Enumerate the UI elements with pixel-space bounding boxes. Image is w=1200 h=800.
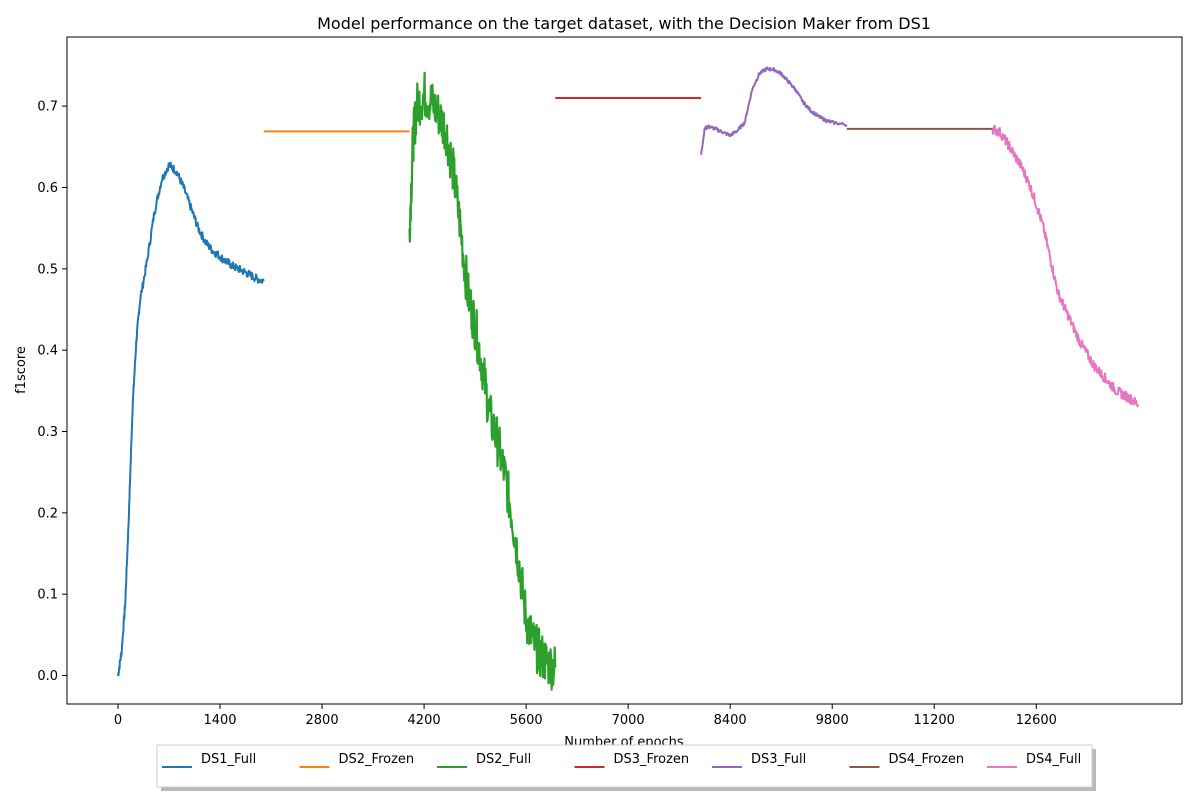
y-axis: 0.0 0.1 0.2 0.3 0.4 0.5 0.6 0.7 xyxy=(37,100,67,684)
plot-series-group xyxy=(117,66,1140,691)
x-tick-label: 12600 xyxy=(1016,713,1057,728)
y-tick-label: 0.2 xyxy=(37,506,58,521)
legend-label-ds4-full: DS4_Full xyxy=(1026,752,1081,767)
x-tick-label: 2800 xyxy=(306,713,339,728)
series-line-ds1-full xyxy=(117,161,265,677)
y-tick-label: 0.4 xyxy=(37,344,58,359)
y-tick-label: 0.6 xyxy=(37,181,58,196)
y-tick-label: 0.0 xyxy=(37,669,58,684)
legend-label-ds2-full: DS2_Full xyxy=(476,752,531,767)
legend-label-ds3-frozen: DS3_Frozen xyxy=(614,752,690,767)
x-tick-label: 5600 xyxy=(510,713,543,728)
legend: DS1_Full DS2_Frozen DS2_Full DS3_Frozen DS3_… xyxy=(156,744,1096,791)
legend-label-ds2-frozen: DS2_Frozen xyxy=(339,752,415,767)
legend-items: DS1_Full DS2_Frozen DS2_Full DS3_Frozen DS3_… xyxy=(162,752,1081,768)
plot-area-frame xyxy=(66,36,1183,705)
legend-label-ds4-frozen: DS4_Frozen xyxy=(889,752,965,767)
legend-label-ds3-full: DS3_Full xyxy=(751,752,806,767)
x-tick-label: 4200 xyxy=(408,713,441,728)
x-tick-label: 9800 xyxy=(816,713,849,728)
y-tick-label: 0.3 xyxy=(37,425,58,440)
x-tick-label: 0 xyxy=(114,713,122,728)
x-tick-label: 11200 xyxy=(914,713,955,728)
y-tick-label: 0.5 xyxy=(37,262,58,277)
series-line-ds3-full xyxy=(700,66,848,155)
series-line-ds2-full xyxy=(408,71,557,691)
x-tick-label: 1400 xyxy=(203,713,236,728)
y-tick-label: 0.7 xyxy=(37,100,58,115)
y-tick-label: 0.1 xyxy=(37,588,58,603)
chart-title: Model performance on the target dataset,… xyxy=(317,14,931,33)
series-line-ds4-full xyxy=(991,124,1140,408)
x-tick-label: 8400 xyxy=(714,713,747,728)
legend-label-ds1-full: DS1_Full xyxy=(201,752,256,767)
x-axis: 0 1400 2800 4200 5600 7000 8400 9800 11200 12600 xyxy=(114,704,1057,728)
x-tick-label: 7000 xyxy=(612,713,645,728)
y-axis-label: f1score xyxy=(14,346,29,394)
